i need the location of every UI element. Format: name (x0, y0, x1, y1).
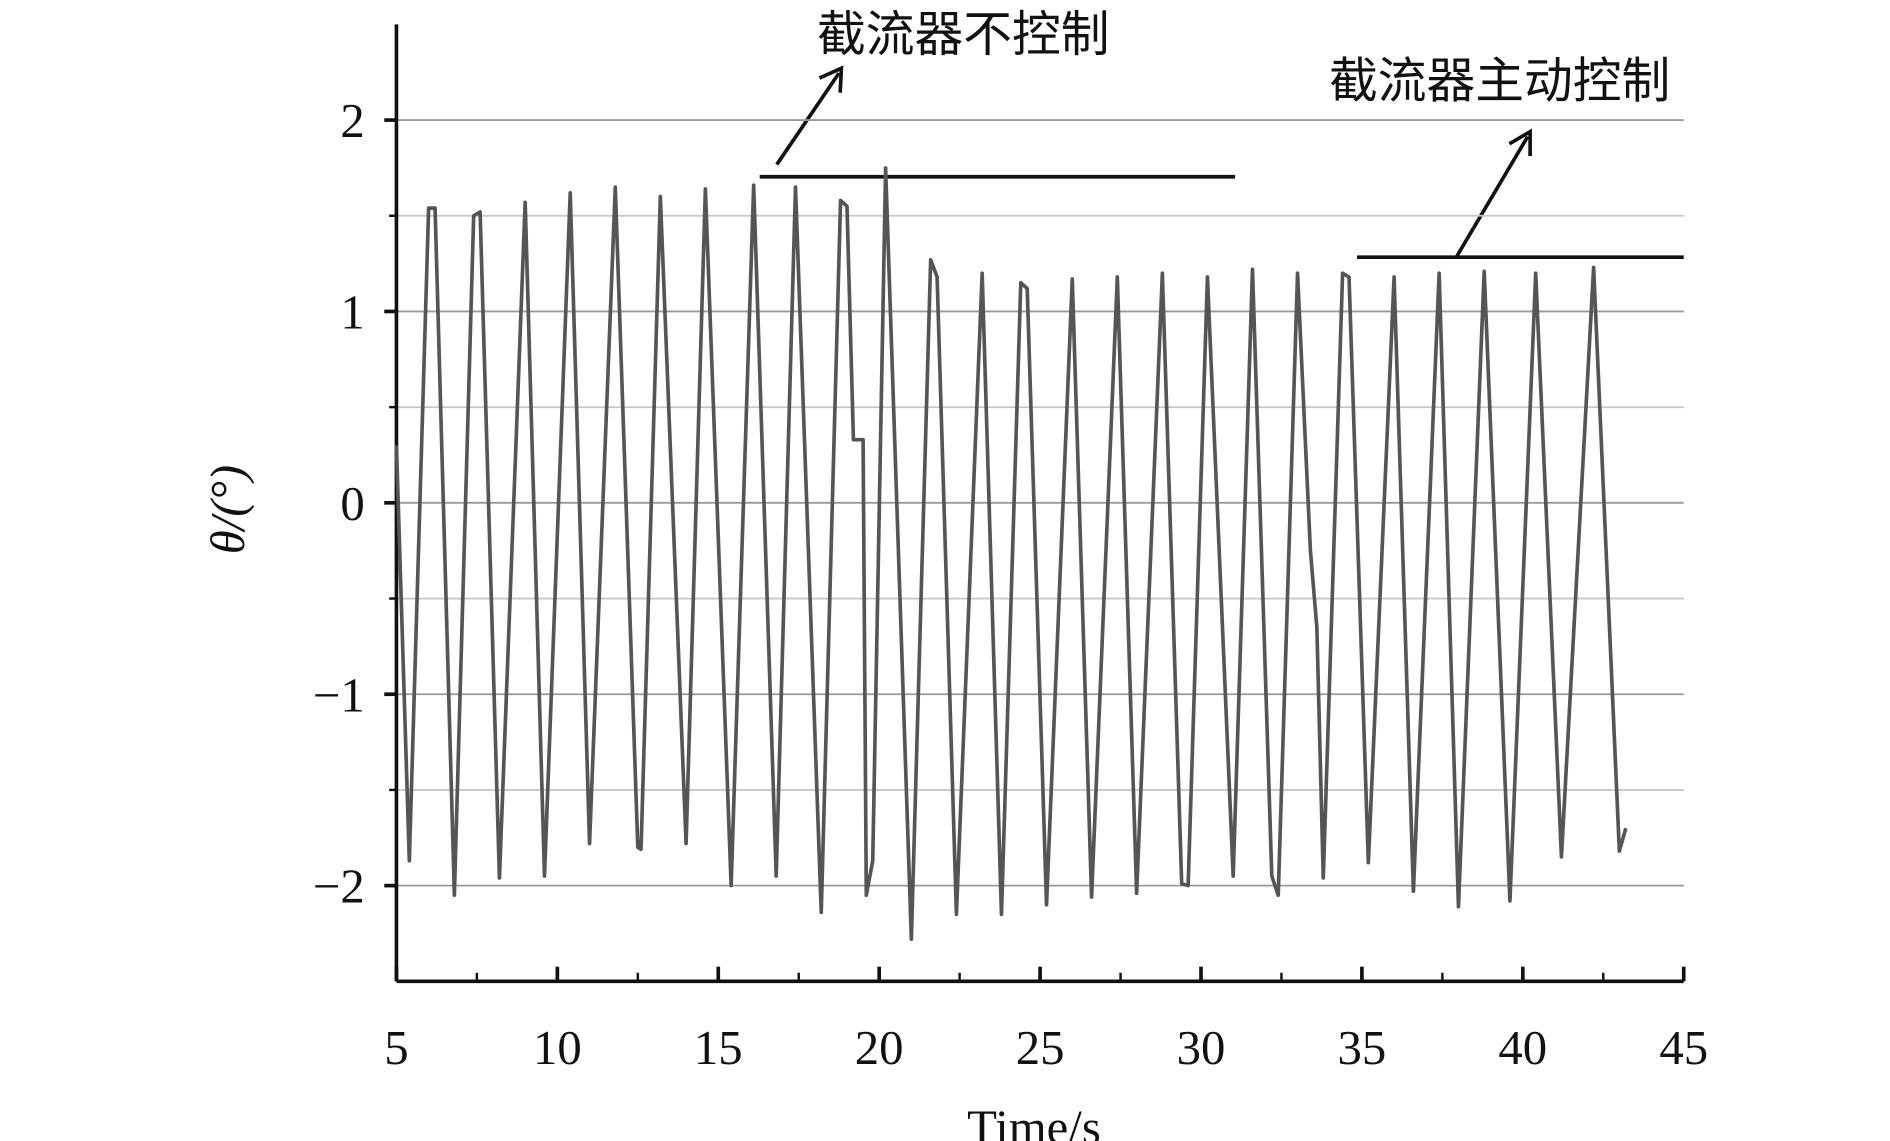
annotation-arrow (1455, 135, 1530, 257)
x-tick-label: 20 (855, 1021, 904, 1075)
annotation-arrow (775, 72, 841, 166)
arrow-head (818, 65, 844, 93)
x-tick-label: 45 (1659, 1021, 1708, 1075)
x-axis-label: Time/s (967, 1100, 1101, 1141)
arrow-head (1508, 128, 1532, 157)
y-tick-label: −1 (313, 668, 365, 722)
y-axis-label: θ/(°) (201, 465, 255, 554)
data-line (394, 166, 1628, 942)
y-tick-label: 2 (340, 94, 364, 148)
x-tick-label: 15 (694, 1021, 743, 1075)
x-tick-label: 40 (1498, 1021, 1547, 1075)
y-tick-label: 1 (340, 286, 364, 340)
x-tick-label: 30 (1177, 1021, 1226, 1075)
annotation: 截流器不控制 (817, 8, 1110, 62)
x-tick-label: 25 (1016, 1021, 1065, 1075)
x-tick-label: 10 (533, 1021, 582, 1075)
y-tick-label: 0 (340, 477, 364, 531)
x-tick-label: 5 (384, 1021, 408, 1075)
x-tick-label: 35 (1338, 1021, 1387, 1075)
annotation: 截流器主动控制 (1329, 55, 1670, 109)
y-tick-label: −2 (313, 860, 365, 914)
